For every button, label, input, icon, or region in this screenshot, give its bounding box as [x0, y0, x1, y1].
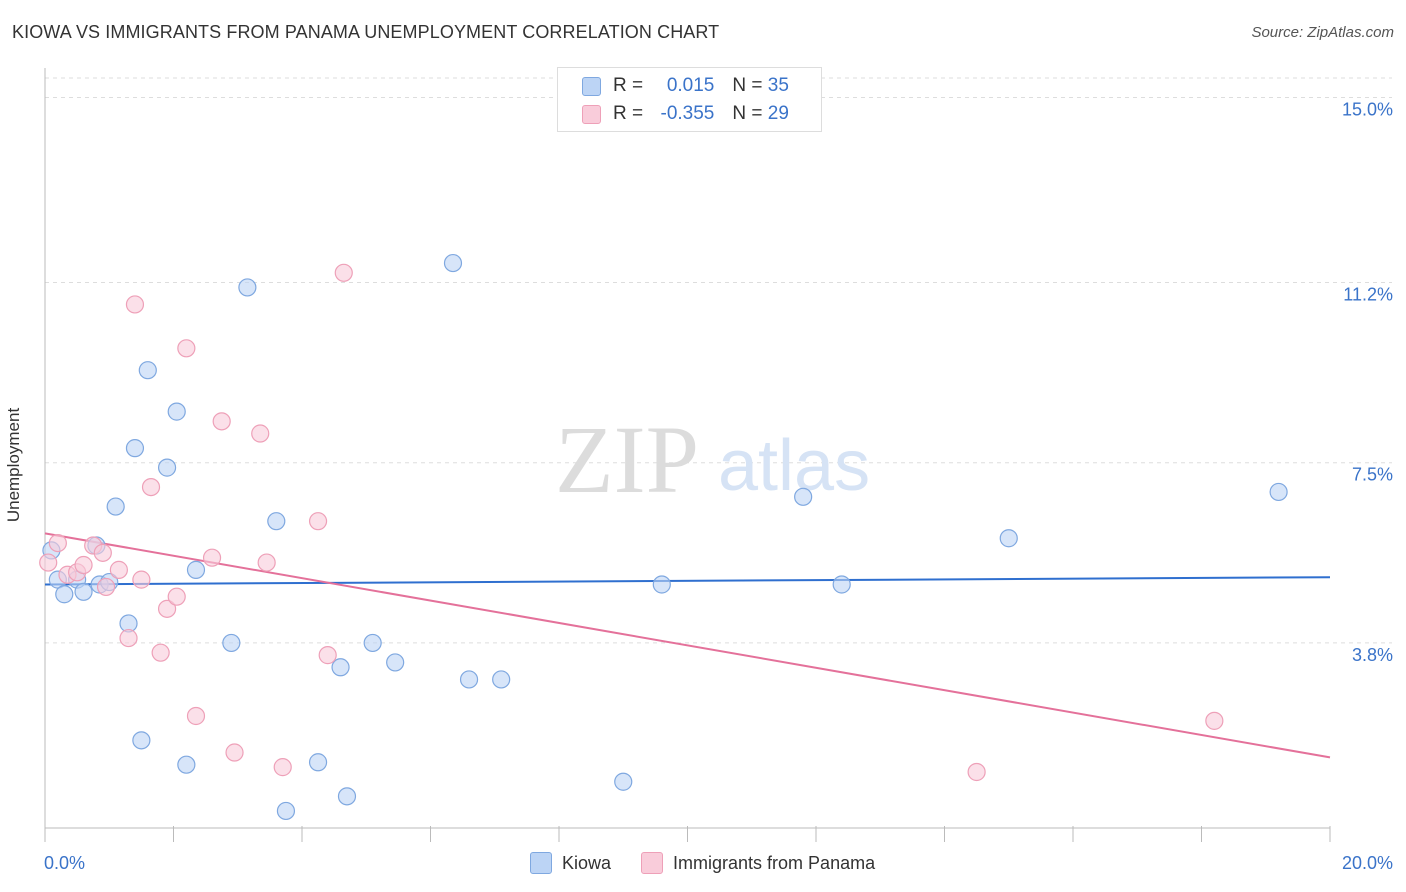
point-panama [212, 412, 231, 431]
legend-swatch-panama [582, 104, 601, 124]
gridlines [45, 77, 1392, 644]
point-panama [334, 263, 353, 282]
legend-row-panama: R = -0.355 N = 29 [582, 102, 789, 126]
series-legend: Kiowa Immigrants from Panama [530, 852, 905, 874]
point-panama [151, 643, 170, 662]
series-swatch-kiowa [530, 852, 552, 874]
y-tick-label: 15.0% [1342, 99, 1393, 119]
watermark: ZIP atlas [555, 406, 870, 513]
x-tick-label: 20.0% [1342, 853, 1393, 873]
point-kiowa [443, 253, 463, 273]
legend-r-label: R = [613, 103, 649, 124]
tick-labels: 3.8% 7.5% 11.2% 15.0% 0.0% 20.0% [44, 99, 1393, 873]
point-panama [202, 548, 222, 567]
point-kiowa [459, 670, 479, 689]
point-panama [74, 555, 93, 575]
point-kiowa [492, 670, 511, 689]
trendlines [44, 532, 1331, 759]
point-kiowa [337, 787, 357, 806]
point-panama [225, 743, 244, 762]
legend-n-value-panama: 29 [767, 103, 789, 124]
legend-swatch-kiowa [582, 76, 601, 96]
legend-n-label: N = [732, 75, 768, 96]
point-kiowa [55, 585, 74, 604]
chart-title: KIOWA VS IMMIGRANTS FROM PANAMA UNEMPLOY… [12, 22, 720, 42]
series-label-panama: Immigrants from Panama [673, 852, 876, 873]
series-swatch-panama [641, 852, 664, 874]
point-panama [157, 599, 177, 618]
point-panama [177, 339, 196, 358]
point-kiowa [138, 361, 157, 380]
point-panama [141, 477, 161, 497]
point-kiowa [222, 633, 241, 653]
legend-n-value-kiowa: 35 [767, 75, 789, 96]
point-kiowa [106, 497, 125, 516]
point-kiowa [386, 653, 405, 672]
correlation-legend: R = 0.015 N = 35 R = -0.355 N = 29 [557, 67, 822, 132]
axes [44, 68, 1331, 842]
point-kiowa [157, 458, 177, 477]
point-panama [257, 553, 276, 572]
data-points [39, 253, 1288, 821]
point-panama [48, 533, 67, 553]
legend-row-kiowa: R = 0.015 N = 35 [582, 74, 789, 98]
series-label-kiowa: Kiowa [562, 852, 612, 873]
legend-n-label: N = [732, 103, 768, 124]
point-kiowa [132, 731, 151, 750]
point-kiowa [177, 755, 196, 774]
point-panama [167, 587, 186, 606]
legend-r-label: R = [613, 75, 649, 96]
point-kiowa [363, 633, 382, 653]
point-kiowa [276, 801, 296, 821]
y-tick-label: 3.8% [1352, 645, 1393, 665]
point-kiowa [1269, 482, 1288, 502]
point-kiowa [614, 772, 633, 791]
source-label: Source: ZipAtlas.com [1251, 24, 1394, 41]
point-kiowa [167, 402, 186, 421]
point-panama [109, 560, 128, 579]
trendline-panama [44, 532, 1331, 759]
point-kiowa [74, 582, 93, 601]
point-kiowa [652, 575, 671, 594]
point-kiowa [125, 439, 145, 458]
watermark-atlas: atlas [718, 426, 870, 506]
point-panama [1205, 711, 1224, 730]
point-kiowa [794, 487, 813, 506]
point-panama [186, 706, 206, 726]
series-legend-panama: Immigrants from Panama [641, 852, 875, 874]
point-panama [132, 570, 151, 589]
watermark-zip: ZIP [555, 406, 699, 513]
x-tick-label: 0.0% [44, 853, 85, 873]
legend-r-value-panama: -0.355 [660, 103, 715, 124]
y-tick-label: 7.5% [1352, 465, 1393, 485]
point-kiowa [308, 753, 328, 772]
trendline-kiowa [44, 576, 1331, 586]
point-kiowa [832, 575, 851, 594]
point-panama [125, 295, 145, 314]
point-kiowa [186, 560, 206, 579]
point-panama [39, 553, 58, 572]
point-panama [96, 577, 116, 597]
point-panama [119, 628, 138, 648]
point-kiowa [999, 529, 1018, 548]
y-tick-label: 11.2% [1343, 285, 1393, 305]
point-kiowa [267, 512, 286, 531]
legend-r-value-kiowa: 0.015 [666, 75, 715, 96]
point-panama [251, 424, 270, 443]
point-panama [273, 758, 292, 777]
point-kiowa [331, 658, 350, 677]
point-panama [967, 762, 986, 782]
point-kiowa [238, 278, 257, 297]
series-legend-kiowa: Kiowa [530, 852, 611, 874]
point-panama [318, 646, 337, 665]
point-panama [93, 543, 112, 562]
point-panama [308, 512, 328, 531]
